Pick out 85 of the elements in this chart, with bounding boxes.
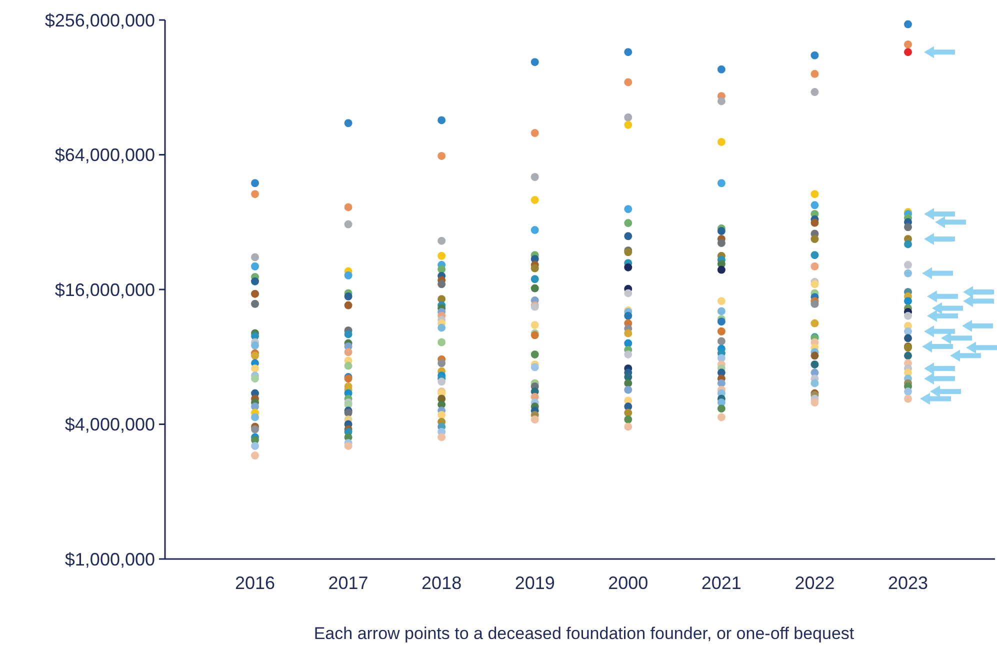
point: [810, 300, 819, 308]
point: [624, 113, 632, 122]
point: [904, 20, 912, 28]
point: [438, 252, 446, 260]
point: [624, 386, 632, 394]
point: [344, 330, 352, 338]
point: [717, 297, 726, 306]
x-tick-label: 2019: [514, 573, 555, 593]
x-tick-label: 2000: [608, 573, 648, 593]
point: [530, 196, 539, 204]
point: [344, 119, 352, 128]
point: [438, 116, 446, 124]
point: [810, 218, 819, 227]
point: [530, 173, 539, 182]
point: [717, 138, 726, 146]
point: [344, 442, 352, 450]
point: [717, 239, 726, 248]
point: [344, 292, 352, 300]
point: [624, 312, 632, 320]
point: [530, 129, 539, 138]
point: [810, 201, 819, 210]
point: [810, 398, 819, 407]
point: [438, 265, 446, 274]
point: [717, 65, 726, 74]
point: [810, 251, 819, 260]
point: [810, 379, 819, 388]
point: [344, 362, 352, 370]
y-tick-label: $256,000,000: [44, 10, 155, 30]
point: [810, 51, 819, 60]
x-tick-label: 2021: [701, 573, 742, 593]
point: [624, 350, 632, 358]
point: [717, 97, 726, 106]
point: [810, 190, 819, 198]
y-tick-label: $4,000,000: [64, 414, 155, 435]
point: [438, 280, 446, 288]
point: [624, 408, 632, 417]
y-tick-label: $64,000,000: [54, 145, 155, 166]
point: [624, 379, 632, 388]
point: [904, 48, 912, 56]
point: [624, 48, 632, 56]
x-tick-label: 2023: [888, 573, 928, 593]
point: [344, 203, 352, 212]
point: [904, 394, 912, 403]
point: [438, 433, 446, 442]
point: [810, 70, 819, 78]
point: [624, 263, 632, 272]
point: [530, 226, 539, 234]
point: [904, 334, 912, 342]
x-tick-label: 2017: [328, 573, 368, 593]
point: [624, 329, 632, 338]
point: [344, 271, 352, 280]
point: [717, 227, 726, 236]
x-tick-label: 2022: [794, 573, 835, 593]
point: [251, 253, 259, 262]
point: [810, 319, 819, 328]
point: [624, 422, 632, 431]
point: [438, 236, 446, 245]
point: [624, 205, 632, 214]
point: [904, 388, 912, 396]
point: [530, 275, 539, 284]
y-tick-label: $1,000,000: [64, 549, 155, 570]
point: [717, 413, 726, 422]
point: [344, 348, 352, 356]
x-tick-label: 2018: [422, 573, 462, 593]
point: [624, 232, 632, 240]
text: Each arrow points to a deceased foundation founder, or one-off bequest: [314, 624, 854, 643]
point: [344, 301, 352, 310]
point: [810, 352, 819, 360]
point: [904, 40, 912, 48]
point: [717, 379, 726, 388]
point: [717, 266, 726, 274]
point: [251, 190, 259, 198]
y-tick-label: $16,000,000: [54, 280, 155, 300]
point: [251, 179, 259, 188]
point: [904, 240, 912, 248]
x-tick-label: 2016: [234, 573, 276, 593]
point: [810, 88, 819, 96]
point: [624, 120, 632, 129]
point: [624, 78, 632, 86]
point: [810, 280, 819, 288]
point: [344, 220, 352, 228]
point: [438, 152, 446, 160]
point: [624, 219, 632, 228]
point: [717, 179, 726, 188]
point: [530, 58, 539, 66]
